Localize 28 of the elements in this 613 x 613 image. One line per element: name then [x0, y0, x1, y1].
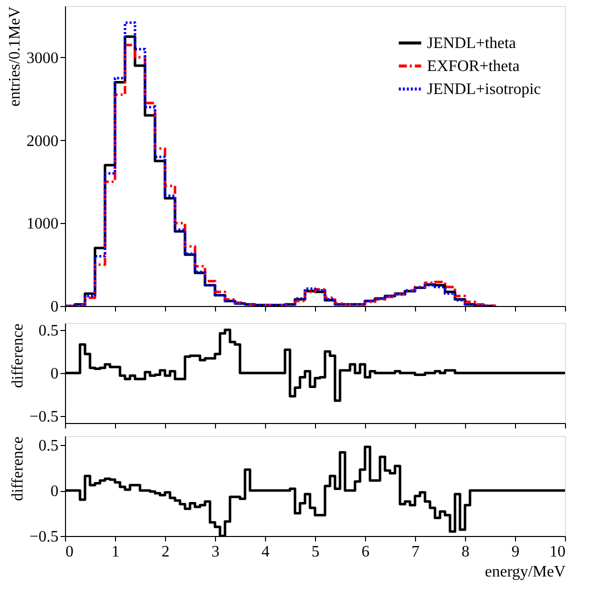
- y-tick-label: 0: [50, 483, 58, 500]
- y-tick-label: 2000: [26, 132, 58, 150]
- x-tick-label: 5: [312, 544, 320, 560]
- y-tick-label: 0: [50, 366, 58, 382]
- x-tick-label: 0: [66, 544, 74, 560]
- x-tick-label: 2: [162, 544, 170, 560]
- x-tick-label: 9: [512, 544, 520, 560]
- y-tick-label: 1000: [26, 216, 58, 233]
- x-tick-label: 3: [212, 544, 220, 560]
- legend-label: JENDL+theta: [427, 35, 516, 52]
- y-tick-label: 0.5: [38, 322, 58, 340]
- x-tick-label: 8: [462, 544, 470, 560]
- x-tick-label: 10: [550, 544, 566, 560]
- x-tick-label: 4: [262, 544, 270, 560]
- x-axis-title: energy/MeV: [484, 564, 566, 580]
- y-tick-label: 0.5: [38, 438, 58, 455]
- legend-label: EXFOR+theta: [427, 58, 520, 75]
- y-axis-title: difference: [9, 324, 26, 388]
- legend-label: JENDL+isotropic: [427, 81, 541, 98]
- y-tick-label: −0.5: [29, 408, 58, 426]
- x-tick-label: 7: [412, 544, 420, 560]
- y-axis-title: entries/0.1MeV: [6, 6, 24, 106]
- y-tick-label: 0: [50, 298, 58, 316]
- y-tick-label: 3000: [26, 50, 58, 67]
- y-tick-label: −0.5: [29, 528, 58, 546]
- y-axis-title: difference: [9, 436, 26, 502]
- x-tick-label: 6: [362, 544, 370, 560]
- x-tick-label: 1: [112, 544, 120, 560]
